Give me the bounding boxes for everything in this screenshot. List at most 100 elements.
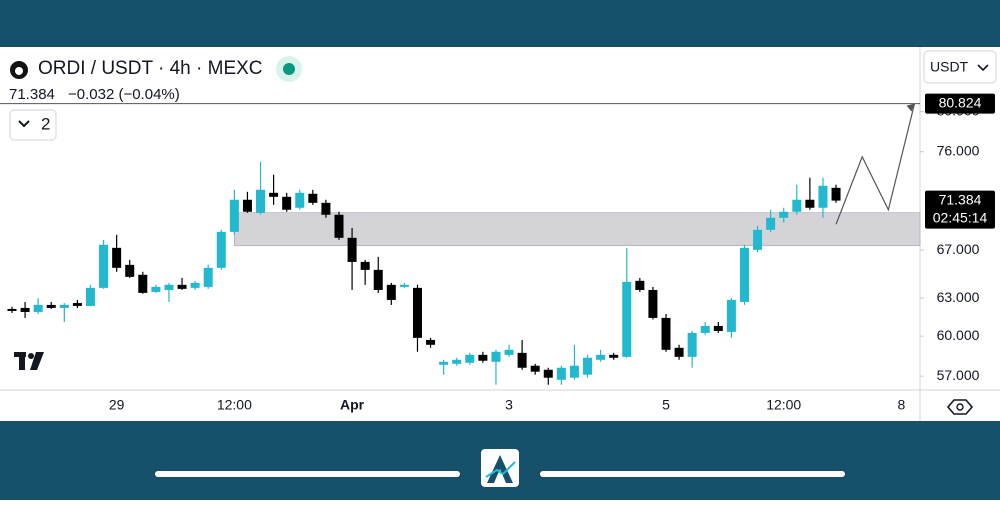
candle-body	[713, 325, 723, 331]
last-price-box	[925, 190, 995, 229]
candle-body	[138, 274, 148, 293]
x-tick-label: 5	[662, 397, 670, 413]
level-price-box	[925, 93, 995, 114]
candle-body	[753, 229, 763, 250]
x-tick-label: Apr	[340, 397, 365, 413]
candle-body	[295, 192, 305, 208]
candle-body	[543, 369, 553, 378]
x-tick-label: 12:00	[766, 397, 801, 413]
last-price: 71.384	[9, 86, 55, 103]
logo-part	[19, 352, 25, 370]
candle-body	[700, 325, 710, 333]
candle-body	[164, 284, 174, 290]
toggle-box[interactable]	[9, 109, 57, 141]
candle-body	[373, 269, 383, 290]
candle-body	[321, 202, 331, 215]
settings-icon-center	[956, 403, 964, 411]
candle-body	[282, 196, 292, 210]
currency-box[interactable]	[923, 50, 997, 84]
y-tick-label: 67.000	[937, 241, 980, 257]
candle-body	[242, 199, 252, 212]
y-tick-label: 63.000	[937, 289, 980, 305]
candle-body	[831, 187, 841, 201]
chart-title: ORDI / USDT · 4h · MEXC	[38, 58, 263, 79]
candle-body	[334, 214, 344, 238]
candle-body	[726, 299, 736, 332]
candle-body	[59, 304, 69, 308]
candle-body	[412, 287, 422, 338]
currency-select[interactable]: USDT	[923, 50, 997, 84]
indicator-count: 2	[41, 114, 50, 133]
candle-body	[399, 284, 409, 287]
candle-body	[779, 211, 789, 218]
projection-path	[835, 103, 916, 225]
candle-body	[583, 357, 593, 375]
candle-body	[805, 199, 815, 208]
candle-body	[439, 361, 449, 365]
countdown-label: 02:45:14	[933, 209, 988, 225]
toggle-chevron	[18, 120, 30, 128]
candle-body	[177, 284, 187, 289]
candle-body	[20, 307, 30, 312]
candle-body	[452, 359, 462, 364]
nav-bar-right	[540, 471, 845, 477]
candle-body	[85, 287, 95, 306]
currency-label: USDT	[930, 59, 969, 75]
candle-body	[517, 352, 527, 368]
candle-body	[151, 286, 161, 292]
candle-body	[203, 267, 213, 287]
candle-body	[33, 304, 43, 312]
candle-body	[46, 304, 56, 308]
last-price-label: 71.384	[939, 191, 982, 207]
x-tick-label: 29	[109, 397, 125, 413]
y-tick-label: 57.000	[937, 367, 980, 383]
candle-body	[360, 261, 370, 270]
symbol-icon-inner	[15, 67, 23, 75]
candle-body	[504, 349, 514, 355]
brand-logo-mark	[487, 455, 513, 483]
candle-body	[792, 199, 802, 212]
brand-logo-arrow	[485, 461, 516, 478]
candle-body	[596, 354, 606, 360]
candle-body	[216, 231, 226, 268]
candle-body	[609, 354, 619, 358]
projection-arrowhead	[906, 103, 915, 112]
candle-body	[687, 332, 697, 357]
candle-body	[818, 185, 828, 208]
candle-body	[125, 264, 135, 277]
candle-body	[569, 365, 579, 378]
candle-body	[386, 284, 396, 300]
plot-area	[0, 103, 921, 385]
candle-body	[256, 189, 266, 213]
nav-bar-left	[155, 471, 460, 477]
tv-logo	[14, 352, 44, 370]
candle-body	[229, 199, 239, 232]
price-change: −0.032 (−0.04%)	[68, 86, 180, 103]
indicator-toggle[interactable]: 2	[9, 109, 57, 141]
settings-icon[interactable]	[946, 399, 974, 415]
candle-body	[622, 281, 632, 357]
candle-body	[112, 247, 122, 268]
currency-chevron	[977, 64, 989, 72]
candle-body	[635, 280, 645, 290]
candle-body	[648, 289, 658, 318]
candle-body	[556, 367, 566, 380]
candle-body	[99, 244, 109, 288]
candle-body	[478, 354, 488, 361]
candle-body	[739, 247, 749, 302]
logo-part	[30, 352, 44, 370]
x-tick-label: 3	[505, 397, 513, 413]
status-dot	[283, 63, 295, 75]
candle-body	[661, 317, 671, 350]
candle-body	[766, 217, 776, 230]
candle-body	[308, 193, 318, 203]
candle-body	[426, 339, 436, 345]
x-tick-label: 8	[898, 397, 906, 413]
candle-body	[674, 347, 684, 357]
candle-body	[72, 303, 82, 306]
y-tick-label: 60.000	[937, 327, 980, 343]
x-tick-label: 12:00	[217, 397, 252, 413]
candle-body	[347, 237, 357, 262]
candle-body	[269, 192, 279, 197]
